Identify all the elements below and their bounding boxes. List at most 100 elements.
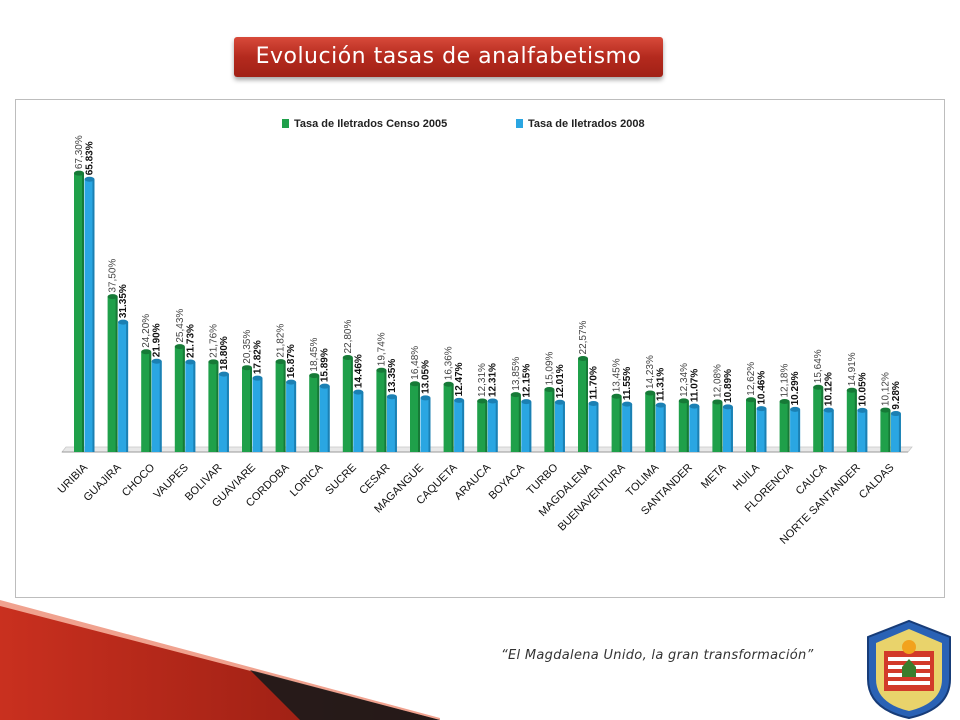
- bar: [890, 413, 901, 452]
- bar-shade: [350, 357, 353, 452]
- bar-top: [252, 375, 263, 381]
- bar: [790, 409, 801, 452]
- data-label: 14,23%: [645, 355, 656, 389]
- bar-shade: [451, 384, 454, 452]
- data-label: 13,45%: [612, 358, 623, 392]
- data-label: 14,91%: [847, 352, 858, 386]
- bar-top: [208, 359, 219, 365]
- bar-shade: [193, 361, 196, 452]
- bar: [218, 374, 229, 452]
- bar-shade: [865, 410, 868, 452]
- bar-shade: [159, 361, 162, 452]
- bar-top: [880, 407, 891, 413]
- bar-shade: [630, 404, 633, 452]
- bar-shade: [126, 322, 129, 452]
- bar-shade: [260, 378, 263, 452]
- bar: [554, 402, 565, 452]
- bar-shade: [730, 406, 733, 452]
- bar: [588, 403, 599, 452]
- bar-top: [510, 392, 521, 398]
- bar-shade: [697, 406, 700, 452]
- bar-top: [410, 381, 420, 387]
- bar-top: [443, 381, 454, 387]
- data-label: 37,50%: [108, 259, 119, 293]
- bar: [712, 401, 723, 452]
- data-label: 12,31%: [477, 363, 488, 397]
- bar-shade: [686, 400, 689, 452]
- data-label: 65.83%: [85, 141, 96, 175]
- data-label: 21,76%: [208, 324, 219, 358]
- bar: [544, 389, 555, 452]
- bar-shade: [653, 393, 656, 452]
- bar-shade: [552, 389, 555, 452]
- bar-top: [712, 399, 723, 405]
- data-label: 10.46%: [757, 371, 768, 405]
- legend-swatch: [516, 119, 523, 128]
- data-label: 11.70%: [589, 366, 600, 399]
- category-label: CALDAS: [857, 462, 897, 502]
- bar-top: [779, 399, 790, 405]
- bar-top: [890, 411, 901, 417]
- bar: [880, 410, 891, 452]
- data-label: 12,34%: [679, 363, 690, 397]
- category-label: SUCRE: [323, 462, 359, 498]
- bar-shade: [518, 394, 521, 452]
- bar: [185, 361, 196, 452]
- bar-top: [74, 170, 84, 176]
- bar: [779, 401, 790, 452]
- bar-top: [588, 401, 599, 407]
- data-label: 12,18%: [780, 364, 791, 398]
- data-label: 14.46%: [353, 354, 364, 388]
- bar-top: [756, 406, 767, 412]
- bar-shade: [888, 410, 891, 452]
- bar-top: [84, 176, 95, 182]
- data-label: 15,64%: [813, 349, 824, 383]
- bar-top: [309, 373, 320, 379]
- bar-shade: [394, 396, 397, 452]
- bar-shade: [317, 375, 320, 452]
- bar-top: [823, 407, 834, 413]
- bar-top: [655, 402, 666, 408]
- bar: [746, 399, 756, 452]
- bar-top: [107, 294, 118, 300]
- magdalena-seal-icon: [867, 619, 951, 720]
- bar: [611, 396, 622, 452]
- legend-label: Tasa de Iletrados Censo 2005: [294, 118, 447, 130]
- bar: [454, 400, 465, 452]
- bar: [74, 173, 84, 452]
- bar-top: [487, 398, 498, 404]
- bar-shade: [529, 401, 532, 452]
- bar-top: [813, 384, 824, 390]
- data-label: 12,62%: [746, 362, 757, 396]
- data-label: 67,30%: [74, 135, 85, 169]
- data-label: 10.12%: [824, 372, 835, 406]
- bar: [857, 410, 868, 452]
- data-label: 12.47%: [454, 362, 465, 396]
- bar-shade: [619, 396, 622, 452]
- bar-top: [790, 406, 801, 412]
- data-label: 22,57%: [578, 320, 589, 354]
- bar: [141, 351, 152, 452]
- bar: [252, 378, 263, 452]
- bar-shade: [495, 401, 498, 452]
- bar: [342, 357, 353, 452]
- data-label: 25,43%: [175, 309, 186, 343]
- data-label: 9.28%: [891, 381, 902, 409]
- bar-top: [477, 398, 488, 404]
- bar-top: [554, 399, 565, 405]
- bar-top: [722, 404, 733, 410]
- data-label: 10.05%: [857, 372, 868, 406]
- bar-top: [174, 344, 185, 350]
- bar: [823, 410, 834, 452]
- bar-shade: [798, 409, 801, 452]
- bar-top: [353, 389, 364, 395]
- chart-frame: Tasa de Iletrados Censo 2005 Tasa de Ilet…: [15, 99, 945, 598]
- bar: [655, 405, 666, 452]
- bar: [846, 390, 857, 452]
- bar-top: [454, 397, 465, 403]
- bar-top: [342, 355, 353, 361]
- bar-shade: [216, 361, 219, 452]
- bar-shade: [428, 397, 431, 452]
- tagline: “El Magdalena Unido, la gran transformac…: [501, 648, 814, 663]
- category-label: HUILA: [731, 461, 763, 493]
